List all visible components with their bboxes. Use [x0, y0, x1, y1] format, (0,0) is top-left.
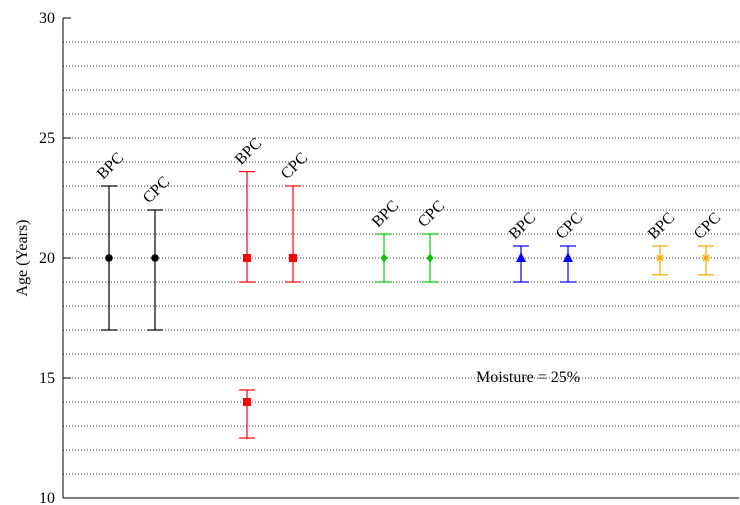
square-marker: [289, 254, 297, 262]
point-label: BPC: [232, 135, 265, 168]
error-bar-point: CPC: [553, 209, 586, 283]
y-tick-label-20: 20: [39, 250, 55, 267]
point-label: CPC: [278, 149, 311, 182]
y-ticks: 10 15 20 25 30: [39, 10, 71, 505]
y-tick-label-15: 15: [39, 370, 55, 387]
error-bar-point: CPC: [415, 197, 448, 283]
point-label: BPC: [506, 209, 539, 242]
error-bar-point: BPC: [645, 209, 678, 276]
circle-marker: [151, 254, 159, 262]
moisture-annotation: Moisture = 25%: [476, 369, 580, 386]
error-bar-point: BPC: [94, 149, 127, 331]
triangle-marker: [563, 252, 573, 262]
error-bar-point: BPC: [232, 135, 265, 283]
error-bar-point: CPC: [691, 209, 724, 276]
point-label: BPC: [94, 149, 127, 182]
point-label: CPC: [553, 209, 586, 242]
axes: [62, 18, 739, 499]
star-marker: [656, 254, 664, 262]
triangle-marker: [516, 252, 526, 262]
error-bar-point: [239, 389, 255, 439]
square-marker: [243, 254, 251, 262]
y-tick-label-25: 25: [39, 130, 55, 147]
y-tick-label-10: 10: [39, 490, 55, 505]
error-bar-point: CPC: [140, 173, 173, 331]
point-label: CPC: [140, 173, 173, 206]
error-bar-point: CPC: [278, 149, 311, 283]
error-bar-point: BPC: [369, 197, 402, 283]
diamond-marker: [426, 253, 434, 263]
error-bar-point: BPC: [506, 209, 539, 283]
point-label: BPC: [645, 209, 678, 242]
grid-lines: [63, 41, 739, 475]
point-label: BPC: [369, 197, 402, 230]
data-marks: BPC CPC BPC CPC BPC CPC BPC CPC BPC CPC: [94, 135, 724, 439]
square-marker: [243, 398, 251, 406]
diamond-marker: [380, 253, 388, 263]
circle-marker: [105, 254, 113, 262]
star-marker: [702, 254, 710, 262]
point-label: CPC: [415, 197, 448, 230]
y-tick-label-30: 30: [39, 10, 55, 27]
point-label: CPC: [691, 209, 724, 242]
y-axis-label: Age (Years): [14, 219, 31, 296]
